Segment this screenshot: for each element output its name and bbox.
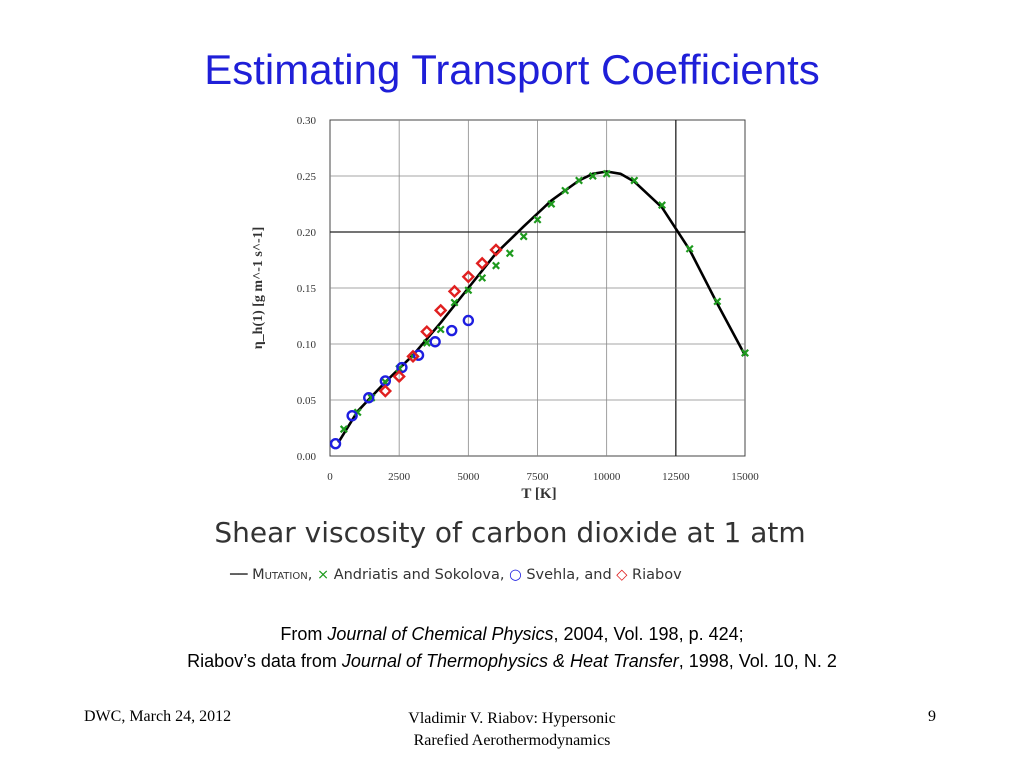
andriatis-point	[713, 297, 722, 306]
svehla-point	[446, 324, 458, 337]
andriatis-point	[519, 232, 528, 241]
chart-grid	[329, 119, 746, 457]
svehla-point	[462, 314, 475, 327]
y-tick-label: 0.15	[297, 283, 317, 295]
andriatis-point	[505, 249, 514, 258]
andriatis-point	[685, 244, 694, 253]
x-axis-label: T [K]	[521, 486, 556, 502]
series-andriatis-and-sokolova	[339, 169, 749, 434]
riabov-point	[461, 270, 476, 284]
andriatis-point	[547, 200, 556, 208]
source-2-suffix: , 1998, Vol. 10, N. 2	[678, 651, 837, 671]
legend-circle-icon: ○	[509, 567, 522, 583]
riabov-point	[420, 324, 434, 339]
series-riabov	[378, 243, 503, 398]
slide-title: Estimating Transport Coefficients	[204, 46, 820, 93]
svehla-point	[412, 349, 425, 361]
legend-mutation-line-icon: ──	[230, 567, 248, 583]
andriatis-point	[464, 286, 473, 295]
x-tick-label: 15000	[731, 471, 759, 483]
footer-author: Vladimir V. Riabov: Hypersonic Rarefied …	[312, 708, 712, 752]
riabov-point	[406, 349, 420, 364]
andriatis-point	[339, 425, 348, 434]
footer-author-line1: Vladimir V. Riabov: Hypersonic	[408, 710, 616, 727]
andriatis-point	[658, 201, 666, 210]
x-tick-label: 10000	[593, 471, 621, 483]
y-tick-label: 0.00	[297, 451, 317, 463]
legend-mutation-label: Mutation	[252, 567, 308, 583]
x-tick-label: 7500	[527, 471, 550, 483]
chart-series	[329, 169, 749, 450]
series-svehla	[329, 314, 475, 450]
source-2-journal: Journal of Thermophysics & Heat Transfer	[341, 651, 679, 671]
chart-caption: Shear viscosity of carbon dioxide at 1 a…	[214, 516, 806, 549]
legend-andriatis-label: Andriatis and Sokolova,	[329, 567, 510, 583]
viscosity-chart: 0 2500 5000 7500 10000 12500 15000 0.00 0.05 0.10…	[251, 115, 760, 502]
riabov-point	[433, 303, 448, 318]
source-1-prefix: From	[280, 624, 328, 644]
footer-author-line2: Rarefied Aerothermodynamics	[413, 732, 611, 749]
source-2-prefix: Riabov’s data from	[187, 651, 342, 671]
svg-text:η_h(1) [g m^-1 s^-1]: η_h(1) [g m^-1 s^-1]	[251, 227, 266, 350]
andriatis-point	[741, 348, 749, 357]
andriatis-point	[478, 273, 487, 282]
andriatis-point	[575, 176, 583, 185]
legend-x-icon: ×	[316, 567, 330, 583]
riabov-point	[392, 369, 406, 384]
svehla-point	[329, 437, 342, 450]
andriatis-point	[602, 169, 611, 178]
legend-svehla-label: Svehla, and	[521, 567, 617, 583]
andriatis-point	[561, 186, 570, 195]
riabov-point	[378, 384, 393, 398]
riabov-point	[447, 284, 462, 299]
andriatis-point	[588, 172, 597, 180]
y-tick-label: 0.20	[297, 227, 317, 239]
svehla-point	[363, 392, 375, 404]
riabov-point	[489, 243, 503, 257]
footer-page-number: 9	[928, 708, 936, 725]
chart-tick-labels: 0 2500 5000 7500 10000 12500 15000 0.00 0.05 0.10…	[297, 115, 760, 483]
riabov-point	[475, 256, 489, 271]
svehla-point	[346, 409, 358, 422]
andriatis-point	[630, 176, 639, 185]
andriatis-point	[450, 298, 459, 307]
x-tick-label: 2500	[388, 471, 411, 483]
legend-diamond-icon: ◇	[616, 567, 628, 583]
source-1-journal: Journal of Chemical Physics	[327, 624, 554, 644]
source-1-suffix: , 2004, Vol. 198, p. 424;	[553, 624, 744, 644]
chart-legend: ── Mutation, × Andriatis and Sokolova, ○…	[230, 567, 682, 583]
source-line-2: Riabov’s data from Journal of Thermophys…	[0, 651, 1024, 672]
svehla-point	[396, 361, 408, 374]
legend-riabov-label: Riabov	[627, 567, 682, 583]
y-tick-label: 0.30	[297, 115, 317, 127]
legend-mutation-separator: ,	[307, 567, 313, 583]
andriatis-point	[436, 325, 445, 334]
x-tick-label: 0	[327, 471, 333, 483]
svehla-point	[429, 336, 441, 348]
x-tick-label: 5000	[457, 471, 480, 483]
footer-date: DWC, March 24, 2012	[84, 708, 232, 725]
andriatis-point	[422, 338, 431, 347]
y-tick-label: 0.05	[297, 395, 317, 407]
y-tick-label: 0.10	[297, 339, 317, 351]
y-axis-label: η_h(1) [g m^-1 s^-1]	[251, 227, 266, 350]
x-tick-label: 12500	[662, 471, 690, 483]
andriatis-point	[492, 261, 500, 270]
source-line-1: From Journal of Chemical Physics, 2004, …	[0, 624, 1024, 645]
andriatis-point	[533, 215, 542, 224]
y-tick-label: 0.25	[297, 171, 317, 183]
